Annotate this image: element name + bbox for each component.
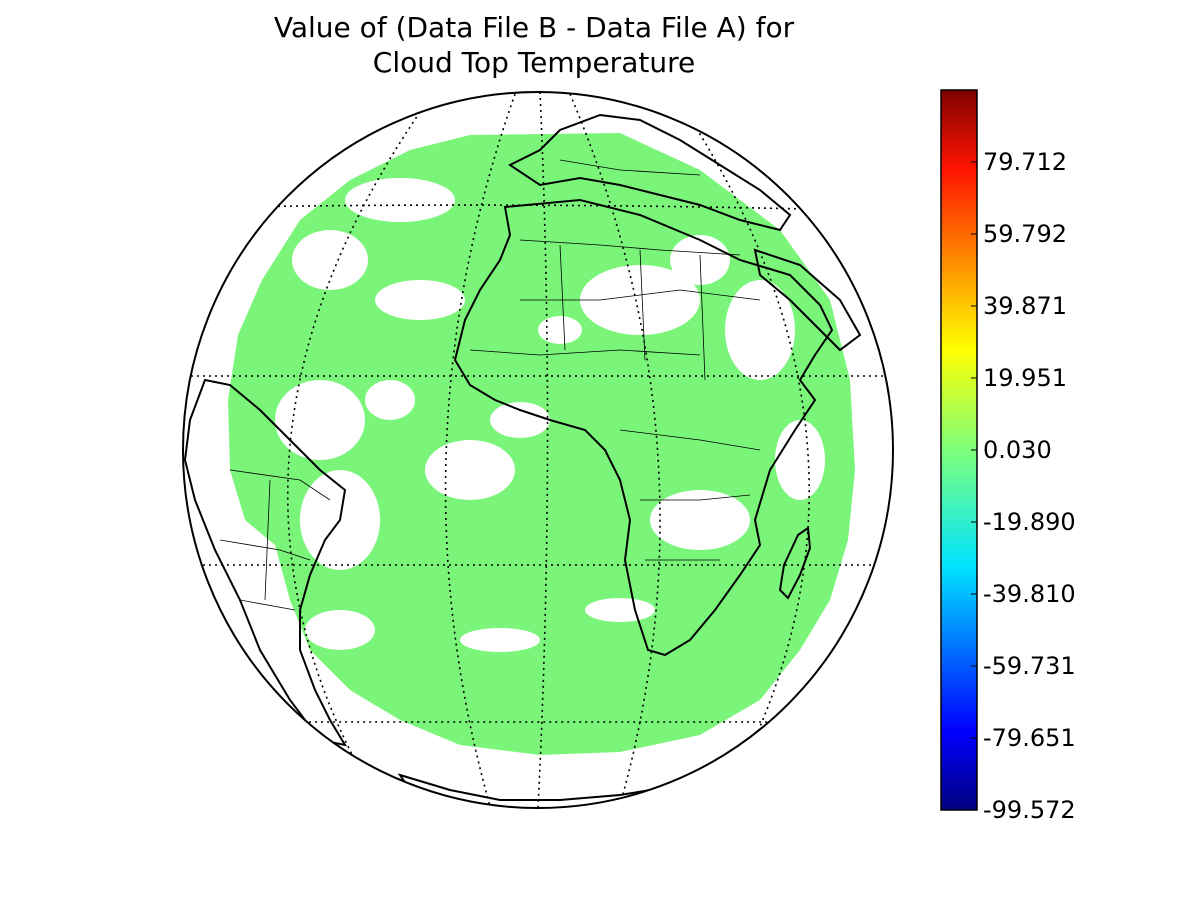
colorbar-tick-label: -39.810	[983, 580, 1076, 608]
europe-coastline	[508, 113, 792, 232]
colorbar-tick-label: 0.030	[983, 436, 1052, 464]
colorbar-tick-label: 59.792	[983, 220, 1067, 248]
colorbar-tick-label: -79.651	[983, 724, 1076, 752]
colorbar-tick-label: -59.731	[983, 652, 1076, 680]
globe-map	[182, 91, 894, 809]
colorbar-ticks: 79.712 59.792 39.871 19.951 0.030 -19.890 -39.…	[971, 148, 1076, 824]
graticule	[185, 92, 890, 808]
colorbar-tick-label: 19.951	[983, 364, 1067, 392]
longitude-line	[286, 111, 421, 771]
latitude-line	[229, 204, 847, 211]
longitude-line	[689, 117, 810, 771]
colorbar-tick-label: 39.871	[983, 292, 1067, 320]
africa-coastline	[453, 198, 834, 657]
arabia-coastline	[753, 248, 862, 352]
coastlines	[183, 113, 862, 808]
colorbar-tick-label: 79.712	[983, 148, 1067, 176]
globe-limb	[182, 91, 894, 809]
longitude-line	[569, 93, 661, 806]
figure-title-line-2: Cloud Top Temperature	[373, 46, 695, 79]
colorbar: 79.712 59.792 39.871 19.951 0.030 -19.890 -39.…	[940, 89, 1076, 824]
colorbar-tick-label: -99.572	[983, 796, 1076, 824]
antarctica-coastline	[397, 773, 703, 808]
figure-title-line-1: Value of (Data File B - Data File A) for	[274, 11, 795, 44]
longitude-line	[444, 93, 516, 807]
south-america-coastline	[183, 378, 348, 747]
colorbar-tick-label: -19.890	[983, 508, 1076, 536]
madagascar-coastline	[778, 526, 812, 600]
